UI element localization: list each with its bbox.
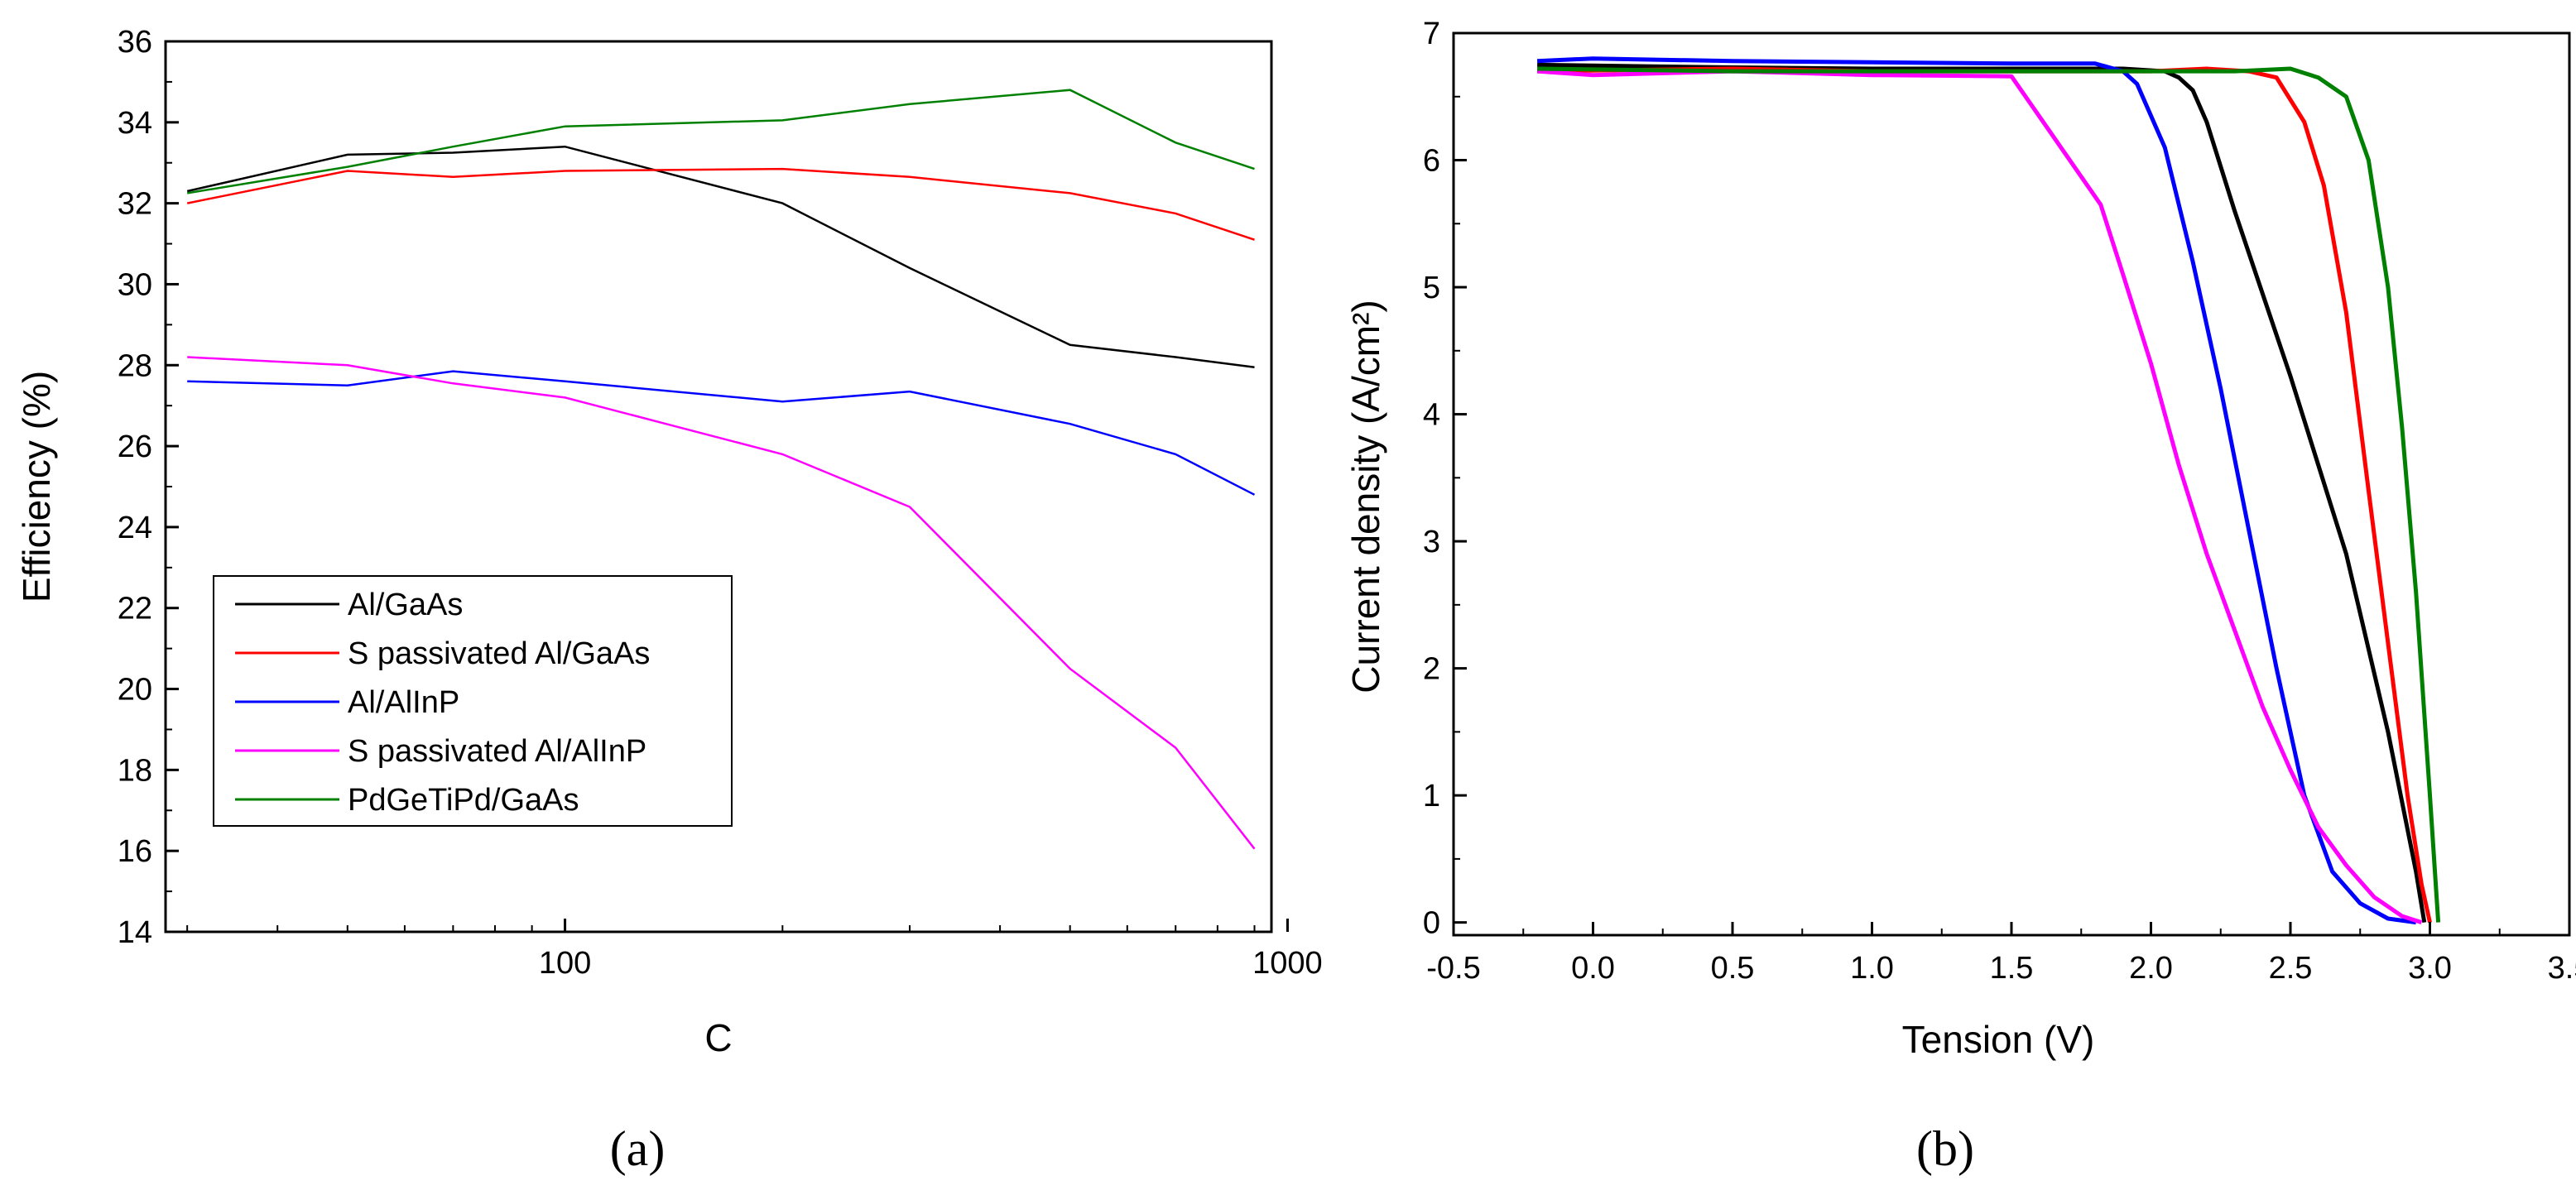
y-tick-label: 32	[118, 187, 152, 222]
panel-a-legend: Al/GaAs S passivated Al/GaAs Al/AlInP S pas…	[213, 575, 733, 827]
series-line-b-al-gaas	[1537, 62, 2427, 924]
y-tick-label: 24	[118, 511, 152, 545]
y-tick-label: 4	[1423, 398, 1440, 433]
panel-a-x-axis-label: C	[704, 1016, 732, 1059]
x-tick-label: 0.5	[1711, 951, 1755, 986]
y-tick-label: 18	[118, 753, 152, 788]
x-tick-label: -0.5	[1426, 951, 1480, 986]
y-tick-label: 22	[118, 592, 152, 626]
panel-a-label: (a)	[610, 1121, 666, 1176]
x-tick-label: 3.0	[2408, 951, 2452, 986]
y-tick-label: 3	[1423, 525, 1440, 559]
panel-b-x-axis-label: Tension (V)	[1902, 1018, 2095, 1061]
y-tick-label: 26	[118, 430, 152, 464]
y-tick-label: 0	[1423, 906, 1440, 941]
panel-a-y-axis-label: Efficiency (%)	[15, 371, 58, 602]
x-tick-label: 100	[539, 946, 591, 981]
x-tick-label: 1000	[1252, 946, 1323, 981]
y-tick-label: 30	[118, 267, 152, 302]
y-tick-label: 14	[118, 915, 152, 950]
y-tick-label: 16	[118, 834, 152, 869]
series-line-a-s-passivated-al-gaas	[186, 167, 1255, 241]
series-line-a-pdgetipd-gaas	[186, 89, 1255, 194]
panel-b-label: (b)	[1916, 1121, 1974, 1176]
panel-a-plot-area	[186, 89, 1256, 850]
panel-b-iv-chart: -0.5 0.0 0.5 1.0 1.5 2.0 2.5 3.0 3.5 0 1 2 3 4 5 6 7 Te…	[1344, 17, 2576, 1176]
panel-b-x-ticks: -0.5 0.0 0.5 1.0 1.5 2.0 2.5 3.0 3.5	[1426, 922, 2576, 986]
x-tick-label: 2.0	[2129, 951, 2173, 986]
y-tick-label: 20	[118, 673, 152, 708]
legend-label-al-gaas: Al/GaAs	[348, 588, 463, 622]
y-tick-label: 34	[118, 106, 152, 141]
series-line-a-al-gaas	[186, 145, 1255, 368]
panel-b-y-ticks: 0 1 2 3 4 5 6 7	[1423, 17, 1467, 941]
legend-label-al-alinp: Al/AlInP	[348, 685, 459, 720]
panel-a-efficiency-chart: 100 1000 14 16 18 20 22 24 26 28 30 32 34 36 C Effic…	[15, 25, 1323, 1176]
series-line-a-al-alinp	[187, 370, 1256, 496]
series-line-b-pdgetipd-gaas	[1537, 66, 2441, 923]
panel-a-x-ticks: 100 1000	[186, 919, 1323, 981]
y-tick-label: 5	[1423, 271, 1440, 305]
series-line-b-al-alinp	[1536, 56, 2417, 925]
x-tick-label: 3.5	[2548, 951, 2576, 986]
y-tick-label: 1	[1423, 779, 1440, 813]
series-line-b-s-passivated-al-alinp	[1536, 69, 2423, 924]
legend-label-s-passivated-al-gaas: S passivated Al/GaAs	[348, 636, 650, 671]
y-tick-label: 7	[1423, 17, 1440, 51]
series-line-a-s-passivated-al-alinp	[187, 356, 1256, 850]
legend-label-pdgetipd-gaas: PdGeTiPd/GaAs	[348, 783, 579, 818]
x-tick-label: 2.5	[2269, 951, 2313, 986]
x-tick-label: 0.0	[1571, 951, 1615, 986]
y-tick-label: 28	[118, 348, 152, 383]
series-line-b-s-passivated-al-gaas	[1537, 66, 2432, 924]
x-tick-label: 1.0	[1850, 951, 1894, 986]
panel-a-y-ticks: 14 16 18 20 22 24 26 28 30 32 34 36	[118, 25, 179, 950]
panel-b-y-axis-label: Current density (A/cm²)	[1344, 300, 1387, 693]
y-tick-label: 2	[1423, 652, 1440, 687]
x-tick-label: 1.5	[1990, 951, 2034, 986]
panel-b-plot-area	[1536, 56, 2441, 925]
legend-label-s-passivated-al-alinp: S passivated Al/AlInP	[348, 734, 646, 769]
y-tick-label: 6	[1423, 144, 1440, 179]
y-tick-label: 36	[118, 25, 152, 60]
